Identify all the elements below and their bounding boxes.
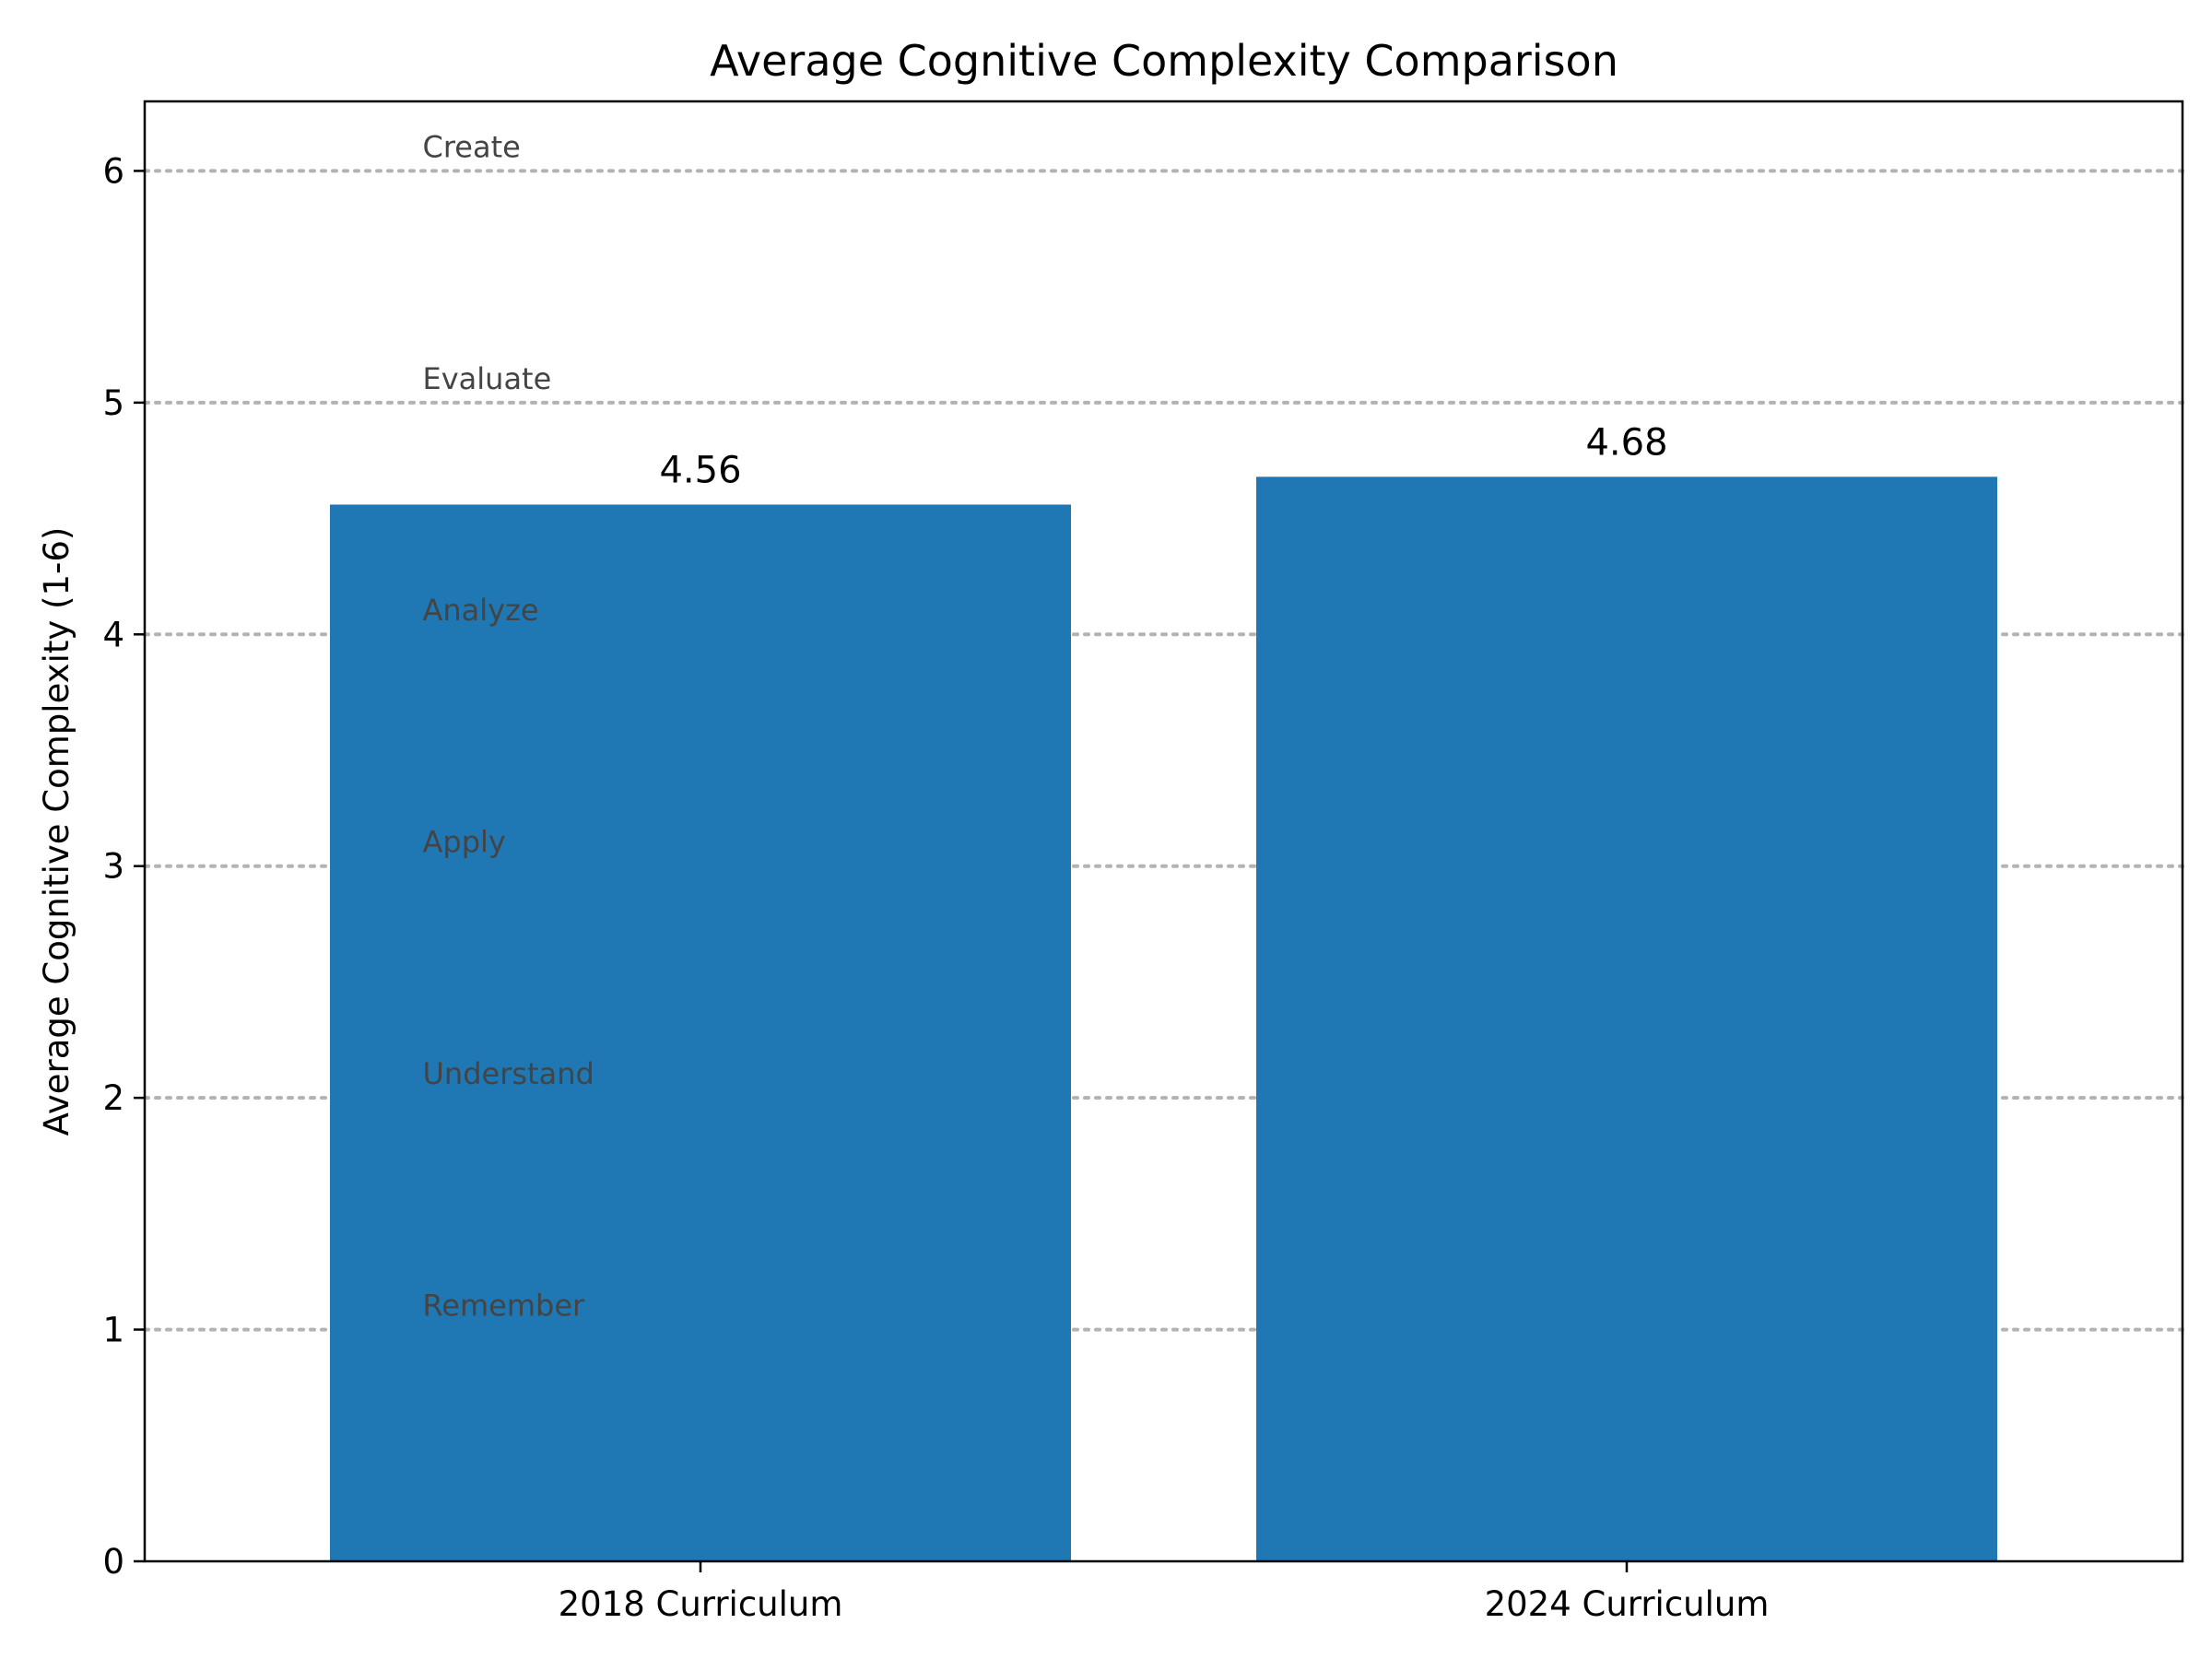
- y-tick-label-4: 4: [102, 615, 124, 654]
- chart-title: Average Cognitive Complexity Comparison: [710, 36, 1618, 86]
- level-label-evaluate: Evaluate: [423, 361, 552, 396]
- y-tick-label-2: 2: [102, 1078, 124, 1118]
- value-label-2018-curriculum: 4.56: [659, 449, 741, 491]
- bars: [330, 477, 1997, 1562]
- value-labels: 4.56 4.68: [659, 421, 1667, 491]
- plot-frame: [143, 100, 2184, 1563]
- level-label-remember: Remember: [423, 1288, 586, 1323]
- plot-area: Remember Understand Apply Analyze Evaluate Cr…: [143, 100, 2184, 1563]
- x-axis: 2018 Curriculum 2024 Curriculum: [559, 1561, 1770, 1624]
- level-label-apply: Apply: [423, 825, 506, 860]
- y-axis: 0 1 2 3 4 5 6: [102, 151, 145, 1582]
- y-axis-label: Average Cognitive Complexity (1-6): [37, 527, 76, 1136]
- bar-2024-curriculum: [1256, 477, 1997, 1562]
- level-label-analyze: Analyze: [423, 593, 539, 628]
- y-tick-label-1: 1: [102, 1311, 124, 1350]
- y-tick-label-0: 0: [102, 1542, 124, 1582]
- value-label-2024-curriculum: 4.68: [1585, 421, 1667, 464]
- bar-2018-curriculum: [330, 504, 1071, 1561]
- y-tick-label-6: 6: [102, 151, 124, 191]
- level-label-understand: Understand: [423, 1056, 594, 1091]
- y-tick-label-5: 5: [102, 383, 124, 423]
- y-tick-label-3: 3: [102, 847, 124, 887]
- level-label-create: Create: [423, 129, 521, 164]
- x-tick-label-2018-curriculum: 2018 Curriculum: [559, 1584, 843, 1624]
- reference-lines: [143, 169, 2184, 1332]
- x-tick-label-2024-curriculum: 2024 Curriculum: [1485, 1584, 1770, 1624]
- level-labels: Remember Understand Apply Analyze Evaluate Cr…: [423, 129, 594, 1323]
